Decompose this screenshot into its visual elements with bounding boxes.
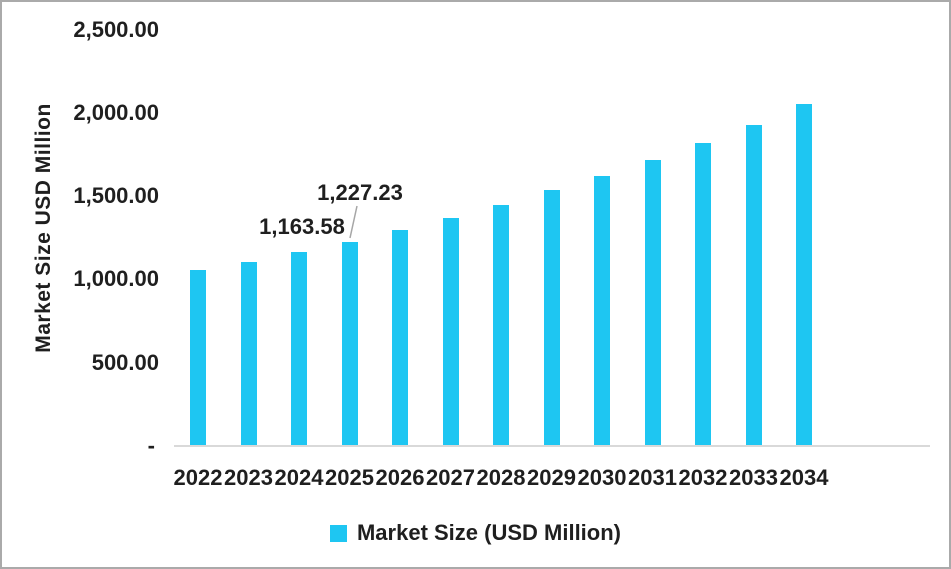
bar-2025 bbox=[341, 241, 358, 446]
bar-2029 bbox=[543, 190, 560, 446]
y-tick-label: 2,500.00 bbox=[73, 16, 159, 42]
bar-2023 bbox=[240, 261, 257, 446]
y-tick-label: 1,500.00 bbox=[73, 183, 159, 209]
bar-2027 bbox=[442, 217, 459, 446]
bar-2028 bbox=[493, 205, 509, 446]
y-tick-label: 500.00 bbox=[91, 349, 159, 375]
x-tick-label: 2030 bbox=[577, 465, 627, 490]
bar-2031 bbox=[644, 160, 661, 446]
y-axis-title: Market Size USD Million bbox=[32, 103, 55, 353]
legend-swatch bbox=[329, 524, 347, 542]
bar-2033 bbox=[745, 124, 762, 446]
x-tick-label: 2025 bbox=[325, 465, 374, 490]
bar-2030 bbox=[594, 176, 610, 446]
x-axis-line bbox=[174, 445, 930, 447]
x-tick-label: 2029 bbox=[527, 465, 576, 490]
x-tick-label: 2023 bbox=[224, 465, 273, 490]
data-label-2025: 1,227.23 bbox=[317, 180, 403, 205]
bar-2032 bbox=[695, 142, 711, 446]
y-tick-label: 1,000.00 bbox=[73, 266, 159, 292]
bar-2026 bbox=[392, 229, 408, 446]
legend: Market Size (USD Million) bbox=[2, 521, 949, 545]
x-tick-label: 2028 bbox=[476, 465, 526, 490]
data-label-2024: 1,163.58 bbox=[259, 214, 345, 239]
bar-2034 bbox=[796, 103, 812, 446]
x-tick-label: 2034 bbox=[779, 465, 829, 490]
x-tick-label: 2027 bbox=[426, 465, 475, 490]
x-tick-label: 2022 bbox=[173, 465, 223, 490]
x-tick-label: 2033 bbox=[729, 465, 778, 490]
x-tick-label: 2031 bbox=[628, 465, 677, 490]
y-tick-label: 2,000.00 bbox=[73, 99, 159, 125]
x-tick-label: 2032 bbox=[678, 465, 728, 490]
legend-label: Market Size (USD Million) bbox=[356, 520, 622, 545]
bar-2024 bbox=[291, 252, 307, 446]
x-tick-label: 2026 bbox=[375, 465, 425, 490]
x-tick-label: 2024 bbox=[274, 465, 324, 490]
y-tick-label: - bbox=[147, 433, 155, 458]
bar-2022 bbox=[190, 270, 206, 446]
